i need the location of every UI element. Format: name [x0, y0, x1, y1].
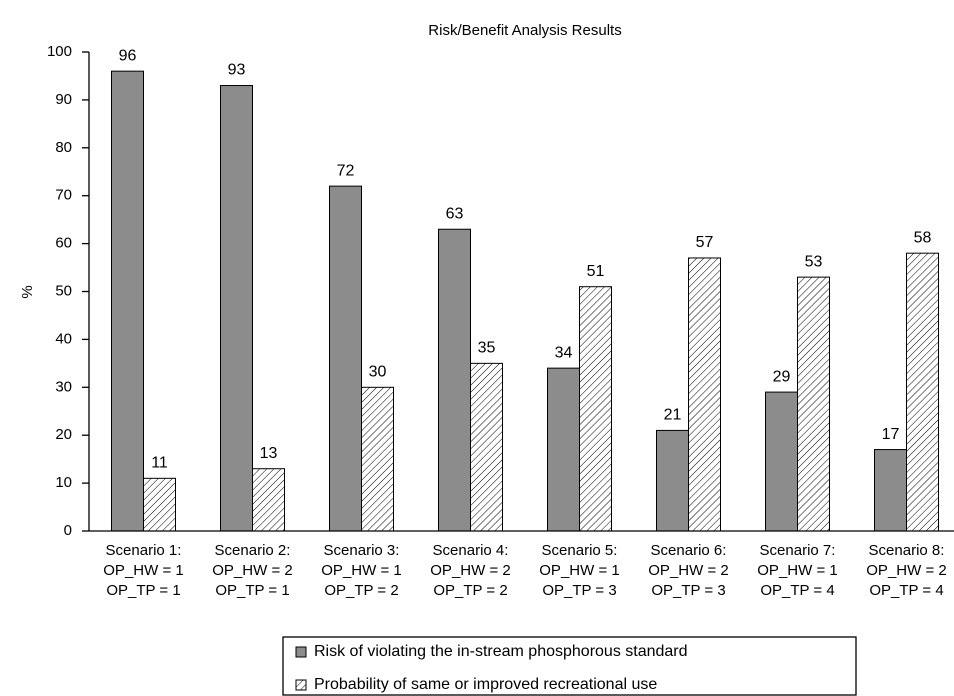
chart-title: Risk/Benefit Analysis Results [428, 22, 621, 39]
x-tick-label: OP_HW = 2 [430, 562, 510, 579]
x-tick-label: OP_HW = 1 [757, 562, 837, 579]
x-tick-label: OP_HW = 2 [866, 562, 946, 579]
y-axis-label: % [19, 285, 36, 298]
x-tick-label: OP_HW = 2 [212, 562, 292, 579]
y-tick-label: 70 [55, 187, 72, 204]
bar [656, 429, 689, 532]
legend-swatch [295, 646, 307, 658]
x-tick-label: OP_TP = 2 [324, 582, 398, 599]
bar [579, 286, 612, 532]
x-tick-label: Scenario 3: [324, 542, 400, 559]
bar [252, 468, 285, 532]
value-label: 11 [151, 455, 168, 472]
value-label: 63 [446, 205, 464, 222]
x-tick-label: OP_TP = 2 [433, 582, 507, 599]
y-tick-label: 100 [47, 43, 72, 60]
value-label: 96 [119, 47, 137, 64]
y-tick-label: 30 [55, 378, 72, 395]
bar [329, 185, 362, 532]
x-tick-label: OP_TP = 4 [869, 582, 943, 599]
x-tick-label: OP_TP = 3 [651, 582, 725, 599]
bar [906, 252, 939, 532]
x-tick-label: OP_TP = 4 [760, 582, 834, 599]
x-tick-label: Scenario 6: [651, 542, 727, 559]
x-tick-label: OP_HW = 2 [648, 562, 728, 579]
value-label: 93 [228, 62, 246, 79]
bar [111, 70, 144, 532]
x-tick-label: OP_TP = 3 [542, 582, 616, 599]
x-tick-label: OP_TP = 1 [215, 582, 289, 599]
value-label: 13 [260, 445, 278, 462]
y-tick-label: 10 [55, 474, 72, 491]
x-tick-label: Scenario 4: [433, 542, 509, 559]
x-tick-label: Scenario 5: [542, 542, 618, 559]
y-tick-label: 50 [55, 282, 72, 299]
x-tick-label: Scenario 7: [760, 542, 836, 559]
bar [797, 276, 830, 532]
x-tick-label: OP_HW = 1 [539, 562, 619, 579]
x-tick-label: Scenario 8: [869, 542, 945, 559]
value-label: 34 [555, 344, 573, 361]
x-tick-label: Scenario 2: [215, 542, 291, 559]
y-tick-label: 0 [64, 522, 72, 539]
y-tick-label: 60 [55, 235, 72, 252]
legend-label: Risk of violating the in-stream phosphor… [314, 643, 688, 660]
bar [438, 228, 471, 532]
x-tick-label: OP_TP = 1 [106, 582, 180, 599]
legend-swatch [295, 679, 307, 691]
legend-label: Probability of same or improved recreati… [314, 676, 657, 693]
bar [547, 367, 580, 532]
y-tick-label: 40 [55, 330, 72, 347]
legend-box [282, 636, 857, 696]
y-tick-label: 80 [55, 139, 72, 156]
value-label: 21 [664, 407, 682, 424]
value-label: 17 [882, 426, 900, 443]
value-label: 53 [805, 253, 823, 270]
bar [220, 85, 253, 532]
bar [470, 362, 503, 532]
value-label: 51 [587, 263, 605, 280]
bar [361, 386, 394, 532]
value-label: 30 [369, 364, 387, 381]
value-label: 72 [337, 162, 355, 179]
x-tick-label: Scenario 1: [106, 542, 182, 559]
x-tick-label: OP_HW = 1 [321, 562, 401, 579]
x-tick-label: OP_HW = 1 [103, 562, 183, 579]
y-tick-label: 20 [55, 426, 72, 443]
value-label: 57 [696, 234, 714, 251]
bar [143, 477, 176, 532]
y-tick-label: 90 [55, 91, 72, 108]
bar [688, 257, 721, 532]
value-label: 58 [914, 229, 932, 246]
value-label: 29 [773, 368, 791, 385]
value-label: 35 [478, 340, 496, 357]
bar [874, 449, 907, 532]
bar [765, 391, 798, 532]
